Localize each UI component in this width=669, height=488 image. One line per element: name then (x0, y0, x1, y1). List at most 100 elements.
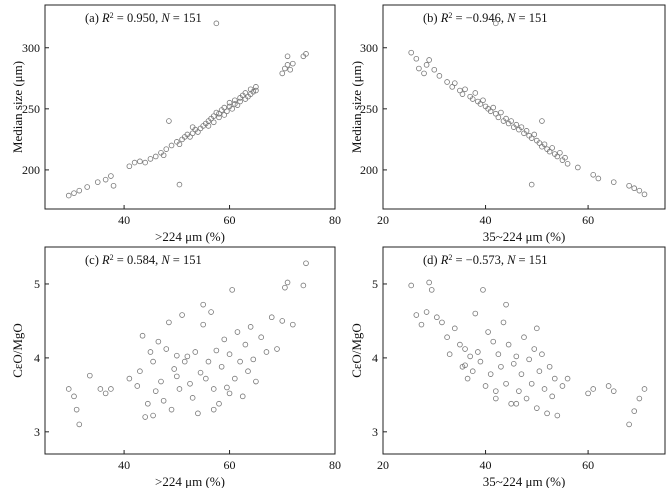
y-tick-label: 3 (372, 425, 378, 439)
data-point (444, 79, 450, 85)
data-point (534, 405, 540, 411)
n-value: = 151 (170, 253, 202, 267)
data-point (513, 121, 520, 128)
data-point (226, 99, 233, 106)
data-point (518, 371, 525, 377)
data-point (229, 287, 235, 293)
r2-value: = 0.584, (114, 253, 162, 267)
data-point (226, 390, 233, 397)
data-point (192, 349, 199, 355)
data-point (451, 80, 458, 86)
y-axis-label: CεO/MgO (349, 323, 364, 378)
data-point (462, 346, 468, 352)
data-point (449, 84, 456, 90)
data-point (258, 334, 264, 340)
data-point (457, 87, 463, 94)
data-point (303, 51, 309, 57)
data-point (181, 358, 188, 365)
data-point (65, 192, 72, 199)
data-point (590, 386, 597, 392)
data-point (137, 158, 143, 165)
data-point (485, 329, 491, 335)
data-point (641, 191, 648, 198)
data-point (510, 361, 517, 367)
x-tick-label: 20 (377, 458, 389, 472)
data-point (239, 393, 246, 400)
data-point (166, 319, 172, 326)
data-point (150, 412, 156, 419)
data-point (168, 142, 175, 149)
data-point (147, 156, 154, 162)
data-point (462, 362, 468, 369)
x-tick-label: 60 (224, 213, 236, 227)
data-point (475, 349, 481, 355)
data-point (423, 309, 430, 315)
data-point (145, 400, 151, 407)
r2-exponent: 2 (110, 11, 114, 20)
data-point (554, 412, 561, 419)
data-point (469, 368, 476, 375)
data-point (160, 152, 167, 159)
data-point (457, 341, 463, 348)
data-point (189, 124, 196, 130)
data-point (224, 384, 230, 391)
x-tick-label: 40 (480, 458, 492, 472)
data-point (290, 60, 296, 67)
data-point (65, 386, 72, 392)
data-point (436, 73, 443, 79)
data-point (250, 356, 257, 363)
data-point (498, 109, 504, 116)
data-point (503, 115, 509, 122)
data-point (108, 386, 114, 392)
data-point (279, 318, 286, 324)
data-point (171, 366, 177, 372)
data-point (232, 97, 238, 104)
data-point (284, 62, 291, 68)
r2-value: = −0.573, (452, 253, 507, 267)
data-point (176, 181, 183, 188)
data-point (575, 164, 581, 171)
r2-symbol: R (101, 11, 110, 25)
data-point (253, 87, 259, 94)
data-point (585, 390, 591, 397)
data-point (626, 182, 632, 189)
data-point (76, 421, 83, 428)
panel-label: (a) (85, 11, 102, 25)
data-point (216, 110, 222, 117)
panel-label: (d) (423, 253, 441, 267)
data-point (408, 282, 415, 289)
data-point (528, 181, 535, 188)
data-point (500, 319, 507, 326)
y-tick-label: 4 (34, 351, 40, 365)
data-point (464, 375, 471, 382)
data-point (253, 84, 259, 90)
y-tick-label: 300 (360, 41, 378, 55)
data-point (234, 329, 241, 335)
data-point (492, 395, 499, 402)
data-point (284, 279, 291, 286)
data-point (176, 141, 183, 148)
data-point (490, 338, 497, 345)
panel-a: 40 60 80 200 250 300 >224 μm (%) Median size (μ… (10, 4, 341, 244)
data-point (472, 90, 479, 96)
x-axis-label: 35~224 μm (%) (483, 474, 566, 488)
data-point (263, 349, 270, 355)
data-point (250, 88, 257, 95)
data-point (462, 86, 468, 93)
n-value: = 151 (515, 253, 547, 267)
x-tick-label: 60 (582, 458, 594, 472)
data-point (210, 113, 217, 119)
y-tick-label: 5 (372, 277, 378, 291)
data-point (418, 321, 425, 328)
data-point (413, 312, 420, 318)
data-point (282, 65, 288, 72)
data-point (221, 104, 228, 111)
data-point (189, 130, 196, 137)
data-point (423, 62, 430, 68)
data-point (528, 135, 535, 141)
data-point (459, 91, 466, 97)
data-point (226, 351, 233, 357)
panel-label: (c) (85, 253, 102, 267)
data-point (469, 96, 476, 102)
n-symbol: N (506, 11, 516, 25)
